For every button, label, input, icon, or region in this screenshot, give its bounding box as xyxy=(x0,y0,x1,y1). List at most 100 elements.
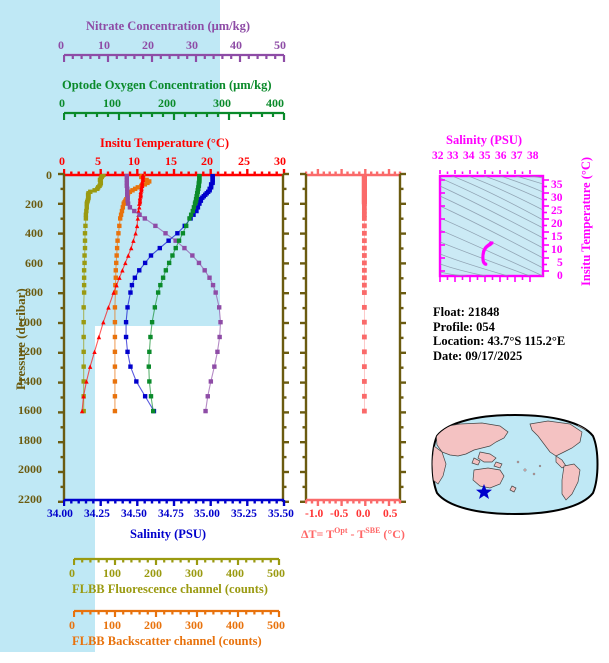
ts-salinity-tick-2: 34 xyxy=(463,150,475,162)
ts-salinity-tick-5: 37 xyxy=(511,150,523,162)
nitrate-axis-title: Nitrate Concentration (μm/kg) xyxy=(86,19,250,33)
location-label: Location: xyxy=(433,334,485,348)
ts-salinity-tick-1: 33 xyxy=(447,150,459,162)
oxygen-tick-4: 400 xyxy=(266,96,284,110)
pressure-tick-3: 600 xyxy=(25,256,43,270)
backscatter-axis-ticklabels: 0 100 200 300 400 500 xyxy=(69,618,288,632)
oxygen-tick-1: 100 xyxy=(103,96,121,110)
salinity-tick-3: 34.75 xyxy=(158,508,184,520)
fluorescence-tick-3: 300 xyxy=(185,566,203,580)
nitrate-tick-4: 40 xyxy=(230,38,242,52)
temperature-tick-5: 25 xyxy=(238,154,250,168)
nitrate-axis-rule xyxy=(63,53,286,62)
dt-title-unit: (°C) xyxy=(380,527,405,541)
salinity-tick-1: 34.25 xyxy=(84,508,110,520)
pressure-tick-0: 0 xyxy=(46,168,52,182)
delta-temperature-data xyxy=(361,174,367,414)
salinity-tick-0: 34.00 xyxy=(47,508,73,520)
delta-temperature-panel[interactable] xyxy=(0,326,95,652)
dt-tick-1: -0.5 xyxy=(330,508,349,520)
ts-temp-tick-4: 20 xyxy=(551,218,563,230)
nitrate-tick-5: 50 xyxy=(274,38,286,52)
pressure-tick-11: 2200 xyxy=(18,492,42,506)
ts-temp-tick-0: 0 xyxy=(557,270,563,282)
fluorescence-tick-5: 500 xyxy=(267,566,285,580)
dt-panel-left-axis xyxy=(300,172,308,503)
salinity-axis-title: Salinity (PSU) xyxy=(130,527,207,541)
dt-tick-2: 0.0 xyxy=(356,508,371,520)
temperature-axis-title: Insitu Temperature (°C) xyxy=(100,136,230,150)
pressure-tick-2: 400 xyxy=(25,226,43,240)
pressure-tick-8: 1600 xyxy=(18,403,42,417)
pressure-tick-6: 1200 xyxy=(18,344,42,358)
temperature-tick-0: 0 xyxy=(59,154,65,168)
dt-title-part2: - T xyxy=(347,527,366,541)
oxygen-axis-title: Optode Oxygen Concentration (μm/kg) xyxy=(62,78,272,92)
ts-temp-tick-2: 10 xyxy=(551,244,563,256)
ts-temp-tick-1: 5 xyxy=(557,257,563,269)
temperature-tick-2: 10 xyxy=(128,154,140,168)
pressure-tick-10: 2000 xyxy=(18,462,42,476)
ts-temp-tick-7: 35 xyxy=(551,179,563,191)
dt-tick-0: -1.0 xyxy=(305,508,324,520)
temperature-tick-4: 20 xyxy=(201,154,213,168)
world-map-inset[interactable] xyxy=(430,412,600,517)
temperature-axis-ticklabels: 0 5 10 15 20 25 30 xyxy=(59,154,286,168)
temperature-axis-rule xyxy=(63,169,286,177)
date-label: Date: xyxy=(433,348,463,363)
ts-salinity-axis-title: Salinity (PSU) xyxy=(446,133,523,147)
dt-title-part1: ΔT= T xyxy=(301,527,335,541)
fluorescence-tick-4: 400 xyxy=(226,566,244,580)
backscatter-axis-title: FLBB Backscatter channel (counts) xyxy=(72,634,262,648)
ts-salinity-tick-4: 36 xyxy=(495,150,507,162)
salinity-tick-5: 35.25 xyxy=(231,508,257,520)
salinity-axis-rule xyxy=(63,498,286,506)
float-label: Float: xyxy=(433,305,465,319)
salinity-tick-2: 34.50 xyxy=(121,508,147,520)
ts-temp-tick-6: 30 xyxy=(551,192,563,204)
oxygen-tick-0: 0 xyxy=(59,96,65,110)
nitrate-tick-1: 10 xyxy=(98,38,110,52)
dt-title-sup-sbe: SBE xyxy=(365,526,381,535)
pressure-tick-4: 800 xyxy=(25,285,43,299)
nitrate-axis-ticklabels: 0 10 20 30 40 50 xyxy=(58,38,286,52)
backscatter-tick-2: 200 xyxy=(144,618,162,632)
pressure-tick-7: 1400 xyxy=(18,374,42,388)
series-delta-temperature xyxy=(361,174,367,414)
float-location-star-icon xyxy=(476,484,492,499)
main-panel-right-axis xyxy=(281,172,289,503)
oxygen-axis-ticklabels: 0 100 200 300 400 xyxy=(59,96,284,110)
pressure-tick-5: 1000 xyxy=(18,315,42,329)
oxygen-tick-2: 200 xyxy=(158,96,176,110)
ts-salinity-tick-6: 38 xyxy=(527,150,539,162)
nitrate-tick-0: 0 xyxy=(58,38,64,52)
nitrate-tick-3: 30 xyxy=(186,38,198,52)
backscatter-tick-5: 500 xyxy=(267,618,285,632)
profile-label: Profile: xyxy=(433,319,474,334)
ts-plot[interactable] xyxy=(438,166,550,288)
dt-tick-3: 0.5 xyxy=(383,508,398,520)
nitrate-tick-2: 20 xyxy=(142,38,154,52)
float-row: Float: 21848 xyxy=(433,305,565,320)
location-value: 43.7°S 115.2°E xyxy=(487,334,566,348)
dt-panel-top-axis xyxy=(305,169,402,177)
date-row: Date: 09/17/2025 xyxy=(433,349,565,364)
profile-row: Profile: 054 xyxy=(433,320,565,335)
profile-value: 054 xyxy=(476,319,495,334)
temperature-tick-6: 30 xyxy=(274,154,286,168)
ts-temperature-axis-title: Insitu Temperature (°C) xyxy=(579,156,593,286)
backscatter-tick-4: 400 xyxy=(226,618,244,632)
ts-temp-tick-3: 15 xyxy=(551,231,563,243)
location-row: Location: 43.7°S 115.2°E xyxy=(433,334,565,349)
backscatter-tick-1: 100 xyxy=(103,618,121,632)
pressure-tick-1: 200 xyxy=(25,197,43,211)
fluorescence-axis-rule xyxy=(73,557,281,565)
dt-panel-bottom-axis xyxy=(305,498,402,506)
ts-salinity-ticklabels: 32 33 34 35 36 37 38 xyxy=(432,150,550,164)
backscatter-tick-3: 300 xyxy=(185,618,203,632)
oxygen-tick-3: 300 xyxy=(213,96,231,110)
date-value: 09/17/2025 xyxy=(465,348,523,363)
backscatter-tick-0: 0 xyxy=(69,618,75,632)
pressure-tick-9: 1800 xyxy=(18,433,42,447)
temperature-tick-3: 15 xyxy=(165,154,177,168)
